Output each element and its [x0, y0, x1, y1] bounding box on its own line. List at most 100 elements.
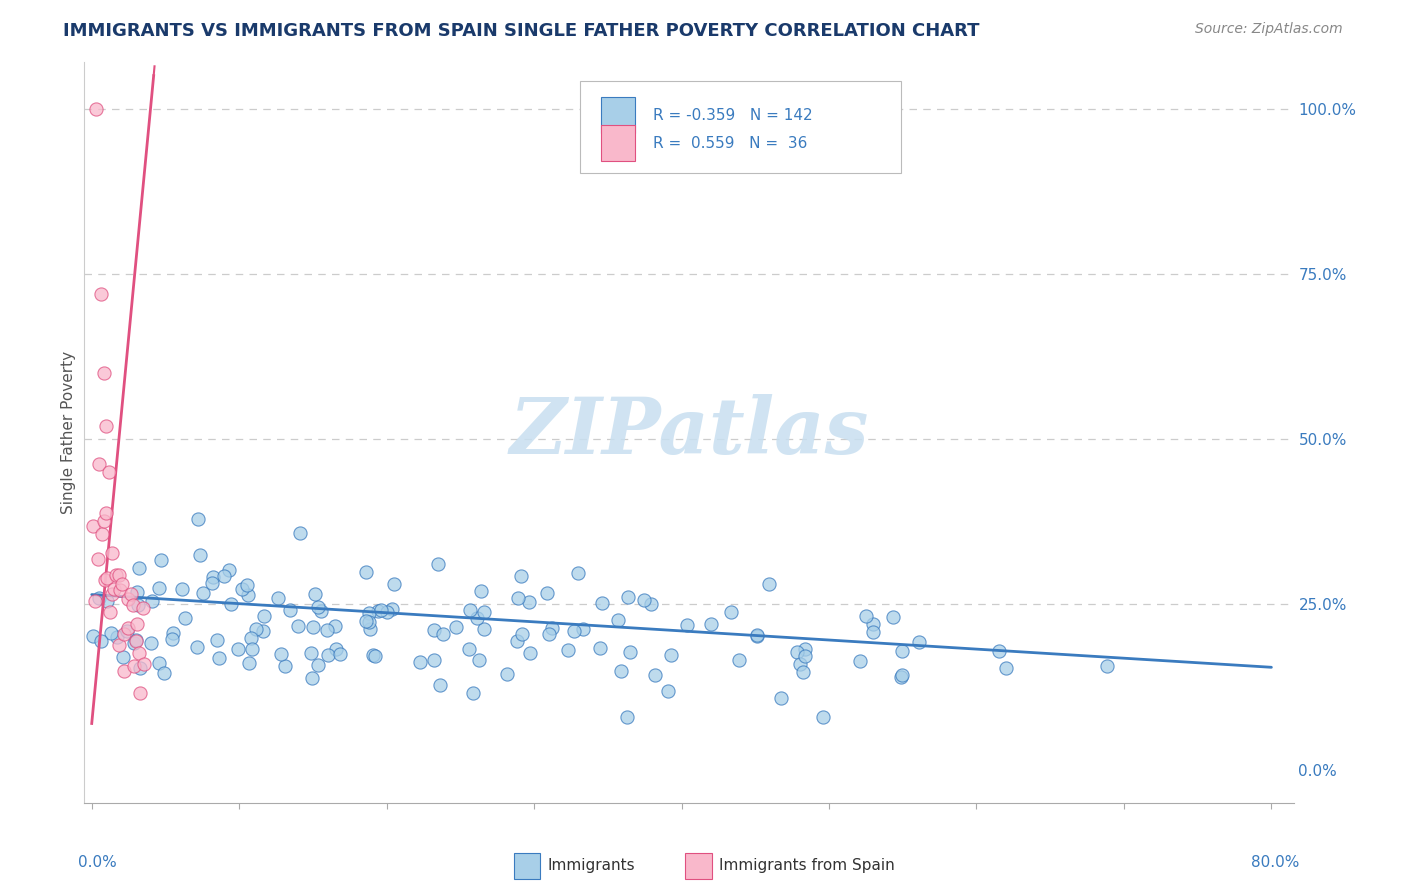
Point — [745, 629, 768, 643]
Point — [357, 606, 380, 620]
Point — [128, 561, 150, 575]
Point — [458, 603, 481, 617]
Point — [94, 506, 117, 520]
Point — [720, 605, 742, 619]
Text: Source: ZipAtlas.com: Source: ZipAtlas.com — [1195, 22, 1343, 37]
Point — [108, 638, 131, 652]
Point — [82, 630, 104, 644]
Point — [572, 622, 595, 636]
Point — [87, 591, 110, 605]
Point — [270, 647, 292, 661]
Point — [219, 598, 242, 612]
Point — [988, 644, 1011, 658]
Point — [591, 596, 613, 610]
Point — [105, 631, 128, 645]
Point — [125, 585, 148, 599]
Point — [359, 615, 381, 629]
Point — [236, 588, 259, 602]
Text: ZIPatlas: ZIPatlas — [509, 394, 869, 471]
Point — [364, 648, 387, 663]
Point — [121, 598, 143, 612]
Point — [193, 585, 215, 599]
Point — [117, 592, 139, 607]
Point — [148, 582, 170, 596]
Point — [301, 671, 323, 685]
Point — [329, 648, 352, 662]
Point — [98, 605, 121, 619]
Point — [382, 577, 405, 591]
Point — [200, 575, 222, 590]
Point — [676, 618, 699, 632]
Text: Immigrants from Spain: Immigrants from Spain — [720, 858, 896, 873]
Point — [508, 591, 530, 605]
Point — [470, 584, 492, 599]
Point — [127, 617, 149, 632]
Point — [882, 610, 904, 624]
Point — [160, 632, 183, 646]
Point — [361, 648, 384, 662]
Point — [128, 685, 150, 699]
Point — [208, 651, 231, 665]
Point — [644, 668, 666, 682]
Point — [115, 624, 138, 639]
Point — [890, 644, 912, 658]
Point — [117, 621, 139, 635]
Point — [205, 632, 228, 647]
Point — [468, 653, 491, 667]
Point — [745, 628, 768, 642]
Point — [862, 616, 884, 631]
Point — [409, 655, 432, 669]
Bar — [513, 853, 540, 879]
Point — [463, 686, 485, 700]
Point — [619, 645, 641, 659]
Point — [112, 665, 135, 679]
Point — [472, 606, 495, 620]
Point — [153, 666, 176, 681]
Point — [141, 594, 163, 608]
Point — [173, 611, 195, 625]
Point — [375, 605, 398, 619]
Point — [87, 552, 110, 566]
Point — [288, 526, 311, 541]
Point — [101, 545, 124, 559]
Point — [187, 511, 209, 525]
Text: R =  0.559   N =  36: R = 0.559 N = 36 — [652, 136, 807, 151]
Bar — [600, 126, 634, 161]
Point — [188, 548, 211, 562]
Point — [995, 661, 1018, 675]
Point — [129, 661, 152, 675]
Point — [370, 603, 392, 617]
Point — [132, 601, 155, 615]
Point — [120, 587, 142, 601]
Point — [616, 710, 638, 724]
Point — [90, 526, 112, 541]
Point — [112, 627, 135, 641]
Point — [891, 668, 914, 682]
Point — [122, 658, 145, 673]
Point — [325, 642, 347, 657]
Point — [659, 648, 682, 662]
Point — [1097, 658, 1119, 673]
Point — [150, 553, 173, 567]
Point — [381, 602, 404, 616]
Point — [107, 568, 129, 582]
Point — [309, 604, 332, 618]
Point — [87, 457, 110, 471]
Point — [231, 582, 253, 596]
Y-axis label: Single Father Poverty: Single Father Poverty — [60, 351, 76, 514]
Text: 80.0%: 80.0% — [1251, 855, 1299, 870]
Point — [132, 657, 155, 672]
Point — [245, 623, 267, 637]
Point — [96, 594, 118, 608]
Point — [202, 570, 225, 584]
Point — [128, 646, 150, 660]
Point — [610, 665, 633, 679]
Point — [90, 633, 112, 648]
Point — [96, 571, 118, 585]
Point — [657, 683, 679, 698]
Point — [112, 650, 135, 665]
Point — [458, 642, 481, 657]
FancyBboxPatch shape — [581, 81, 901, 173]
Point — [855, 609, 877, 624]
Point — [287, 619, 309, 633]
